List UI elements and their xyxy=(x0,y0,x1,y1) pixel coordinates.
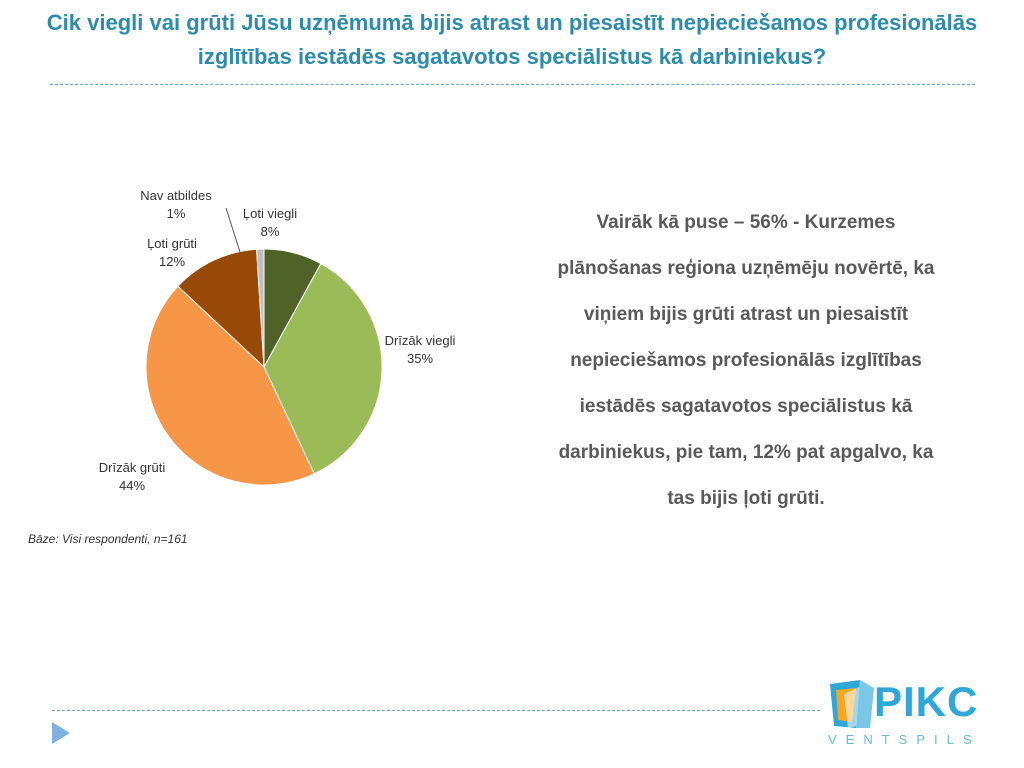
slice-value-label: 35% xyxy=(407,351,433,366)
logo-emblem-icon xyxy=(830,680,874,728)
slice-value-label: 12% xyxy=(159,254,185,269)
logo-subtitle: VENTSPILS xyxy=(828,732,981,747)
slice-value-label: 1% xyxy=(167,206,186,221)
slice-category-label: Drīzāk viegli xyxy=(385,333,456,348)
slide-title: Cik viegli vai grūti Jūsu uzņēmumā bijis… xyxy=(46,10,978,69)
next-slide-arrow-icon[interactable] xyxy=(52,722,70,744)
slice-category-label: Nav atbildes xyxy=(140,188,212,203)
base-note: Bāze: Visi respondenti, n=161 xyxy=(28,532,188,546)
leader-line xyxy=(225,207,241,253)
footer-divider xyxy=(52,710,820,711)
slice-category-label: Ļoti viegli xyxy=(243,206,297,221)
slice-value-label: 8% xyxy=(261,224,280,239)
slice-value-label: 44% xyxy=(119,478,145,493)
summary-text: Vairāk kā puse – 56% - Kurzemes plānošan… xyxy=(557,212,935,509)
logo-name: PIKC xyxy=(874,678,979,725)
slice-category-label: Drīzāk grūti xyxy=(99,460,166,475)
pie-slice xyxy=(263,262,383,475)
title-divider xyxy=(50,84,975,85)
pie-slice xyxy=(256,248,265,368)
pie-slice xyxy=(177,248,265,369)
pie-slice xyxy=(145,285,315,486)
pikc-logo: PIKC VENTSPILS xyxy=(824,674,996,754)
slice-category-label: Ļoti grūti xyxy=(147,236,197,251)
